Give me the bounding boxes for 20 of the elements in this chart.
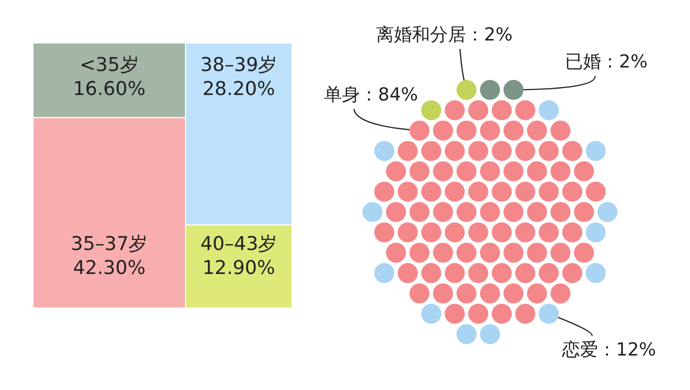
- category-label: <35岁: [80, 54, 139, 76]
- category-label: 离婚和分居: [376, 24, 466, 46]
- category-label: 40–43岁: [200, 233, 278, 255]
- text: ：: [601, 52, 619, 72]
- text: ：: [466, 24, 484, 46]
- data-label: 28.20%: [202, 78, 275, 100]
- category-label: 恋爱: [561, 340, 598, 360]
- data-label: 2%: [484, 24, 513, 46]
- category-label: 38–39岁: [200, 54, 278, 76]
- category-label: 已婚: [565, 52, 601, 72]
- category-label: 35–37岁: [70, 233, 148, 255]
- text: ：: [598, 340, 616, 360]
- data-label: 2%: [619, 52, 648, 72]
- data-label: 12%: [616, 340, 656, 360]
- data-label: 16.60%: [73, 78, 146, 100]
- data-label: 42.30%: [73, 257, 146, 279]
- text: ：: [360, 84, 378, 106]
- data-label: 84%: [378, 84, 418, 106]
- category-label: 单身: [324, 84, 360, 106]
- data-label: 12.90%: [202, 257, 275, 279]
